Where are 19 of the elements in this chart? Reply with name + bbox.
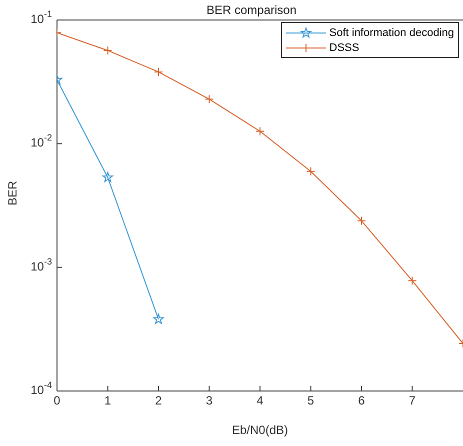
x-tick-label: 3 bbox=[206, 394, 213, 408]
y-axis-title: BER bbox=[5, 180, 20, 206]
x-tick-label: 2 bbox=[155, 394, 162, 408]
legend-label: Soft information decoding bbox=[329, 26, 454, 38]
y-tick-label: 10$^{-2}$ bbox=[30, 133, 52, 150]
y-tick-label: 10$^{-4}$ bbox=[30, 380, 52, 398]
point bbox=[153, 314, 164, 324]
x-tick-label: 7 bbox=[408, 394, 416, 408]
y-tick-label: 10$^{-3}$ bbox=[30, 256, 52, 274]
chart-title: BER comparison bbox=[206, 3, 297, 17]
x-axis-title: Eb/N0(dB) bbox=[232, 423, 288, 437]
x-tick-label: 6 bbox=[358, 394, 366, 408]
x-tick-label: 4 bbox=[256, 394, 264, 408]
legend-label: DSSS bbox=[329, 42, 360, 54]
x-tick-label: 5 bbox=[307, 394, 314, 408]
point bbox=[102, 172, 114, 182]
x-tick-label: 1 bbox=[104, 394, 112, 408]
y-tick-label: 10$^{-1}$ bbox=[30, 9, 52, 26]
x-tick-label: 0 bbox=[54, 394, 61, 408]
